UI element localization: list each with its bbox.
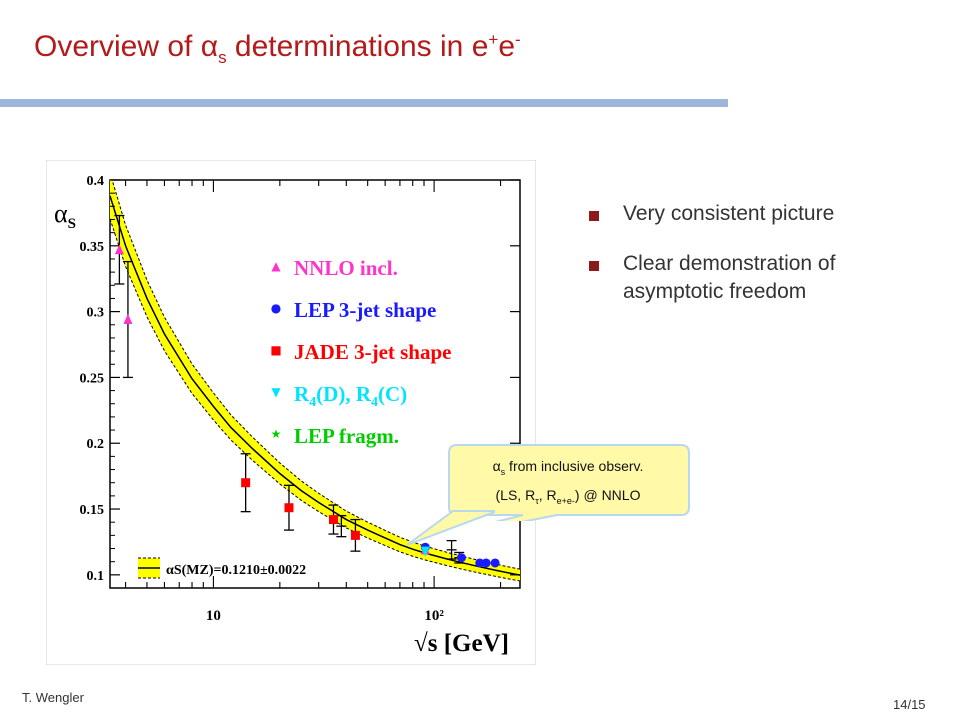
y-tick-label: 0.1: [87, 569, 105, 584]
callout-line-2: (LS, Rτ, Re+e-) @ NNLO: [495, 486, 641, 506]
legend-marker: ■: [270, 343, 281, 357]
data-point: [420, 546, 430, 557]
callout-bubble: [448, 444, 690, 521]
legend-label: NNLO incl.: [294, 256, 398, 280]
data-point: [490, 558, 500, 568]
band-annotation: αS(MZ)=0.1210±0.0022: [138, 557, 306, 579]
data-point: [475, 558, 485, 568]
legend-marker: ▼: [271, 385, 281, 399]
legend: ▲ NNLO incl. ● LEP 3-jet shape ■ JADE 3-jet s…: [270, 256, 451, 448]
legend-label: LEP fragm.: [294, 424, 399, 448]
x-axis-label: √s [GeV]: [414, 630, 509, 657]
y-tick-label: 0.4: [87, 174, 105, 189]
bullet-item: Clear demonstration of asymptotic freedo…: [585, 250, 925, 306]
title-rule: [0, 99, 728, 107]
alpha-s-chart: 0.1 0.15 0.2 0.25 0.3 0.35 0.4 10 10² ▲ NNLO incl…: [46, 160, 536, 665]
bullet-list: Very consistent picture Clear demonstrat…: [585, 200, 925, 328]
legend-marker: ▲: [271, 259, 281, 273]
slide-title: Overview of αs determinations in e+e-: [34, 30, 521, 67]
bullet-square-icon: [589, 211, 599, 221]
legend-label: R4(D), R4(C): [294, 382, 407, 410]
legend-marker: ★: [271, 427, 282, 441]
data-point: [328, 515, 338, 525]
y-tick-label: 0.35: [80, 240, 105, 255]
data-point: [350, 530, 360, 540]
callout-text: αs from inclusive observ. (LS, Rτ, Re+e-…: [455, 455, 681, 513]
x-tick-label: 10²: [424, 608, 444, 624]
callout-line-1: αs from inclusive observ.: [492, 458, 644, 477]
band-annotation-text: αS(MZ)=0.1210±0.0022: [166, 563, 306, 578]
y-tick-label: 0.3: [87, 306, 105, 321]
data-point: [241, 478, 251, 488]
data-point: [456, 553, 466, 563]
data-point: [481, 558, 491, 568]
y-tick-label: 0.15: [80, 503, 105, 518]
data-point: [123, 314, 133, 325]
callout-pointer-shape: [406, 510, 495, 546]
y-tick-label: 0.2: [87, 437, 105, 452]
y-tick-label: 0.25: [80, 371, 105, 386]
point-layer: [114, 214, 500, 568]
author: T. Wengler: [22, 690, 84, 705]
y-axis-label: αS: [54, 199, 76, 232]
x-tick-label: 10: [206, 608, 221, 624]
legend-label: JADE 3-jet shape: [294, 340, 452, 364]
band-upper-edge: [111, 180, 520, 570]
legend-label: LEP 3-jet shape: [294, 298, 436, 322]
bullet-item: Very consistent picture: [585, 200, 925, 228]
plot-frame: [109, 179, 521, 589]
data-point: [114, 244, 124, 255]
bullet-square-icon: [589, 261, 599, 271]
data-point: [284, 503, 294, 513]
band-lower-edge: [110, 218, 520, 582]
callout-shape: [448, 444, 690, 521]
callout-pointer: [406, 510, 495, 546]
legend-marker: ●: [271, 301, 281, 315]
page-number: 14/15: [893, 697, 926, 712]
